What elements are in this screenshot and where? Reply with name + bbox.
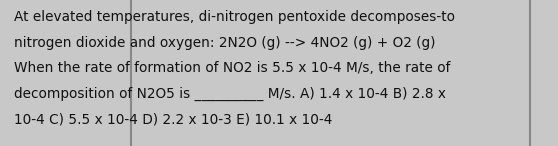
Text: 10-4 C) 5.5 x 10-4 D) 2.2 x 10-3 E) 10.1 x 10-4: 10-4 C) 5.5 x 10-4 D) 2.2 x 10-3 E) 10.1… [14,112,333,126]
Text: When the rate of formation of NO2 is 5.5 x 10-4 M/s, the rate of: When the rate of formation of NO2 is 5.5… [14,61,450,75]
Text: At elevated temperatures, di-nitrogen pentoxide decomposes-to: At elevated temperatures, di-nitrogen pe… [14,10,455,24]
Text: nitrogen dioxide and oxygen: 2N2O (g) --> 4NO2 (g) + O2 (g): nitrogen dioxide and oxygen: 2N2O (g) --… [14,36,435,50]
Text: decomposition of N2O5 is __________ M/s. A) 1.4 x 10-4 B) 2.8 x: decomposition of N2O5 is __________ M/s.… [14,87,446,101]
